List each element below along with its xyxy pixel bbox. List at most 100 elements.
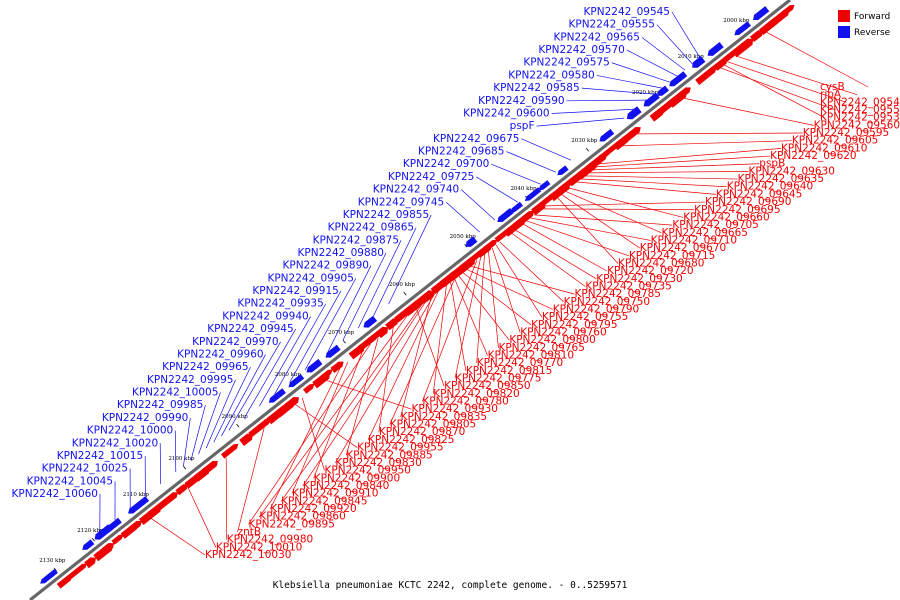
forward-gene [759,17,780,35]
gene-label: KPN2242_09875 [313,234,399,246]
leader-line [611,62,670,83]
forward-gene [503,218,526,237]
leader-line [259,316,312,407]
forward-gene [731,42,749,58]
reverse-gene [128,496,150,514]
gene-label: KPN2242_09950 [325,465,411,477]
gene-label: KPN2242_09550 [820,104,900,116]
gene-label: KPN2242_09745 [358,196,444,208]
leader-line [280,301,425,502]
genome-caption: Klebsiella pneumoniae KCTC 2242, complet… [273,580,628,591]
gene-label: KPN2242_09895 [248,518,334,530]
scale-tick-label: 2030 kbp [571,138,598,144]
gene-label: KPN2242_09845 [281,495,367,507]
scale-tick [183,465,187,470]
gene-label: KPN2242_09780 [422,396,508,408]
leader-line [237,427,265,533]
forward-gene [303,383,315,394]
leader-line [621,140,792,147]
gene-label: KPN2242_09960 [177,348,263,360]
leader-line [735,55,858,96]
scale-tick-label: 2020 kbp [632,90,659,96]
leader-line [274,303,327,395]
gene-label: KPN2242_09970 [192,336,278,348]
gene-label: KPN2242_09945 [207,323,293,335]
gene-label: KPN2242_09840 [303,480,389,492]
leader-line [545,201,705,207]
gene-label: KPN2242_09790 [553,303,639,315]
leader-line [205,379,236,449]
leader-line [198,392,221,455]
gene-label: KPN2242_09800 [509,334,595,346]
forward-gene [330,361,344,373]
leader-line [453,277,488,356]
leader-line [566,99,648,102]
leader-line [259,313,409,517]
leader-line [454,256,482,379]
gene-label: KPN2242_09890 [282,260,368,272]
gene-label: KPN2242_09920 [270,503,356,515]
forward-gene [312,372,330,389]
leader-line [342,252,387,341]
forward-gene [348,345,365,360]
leader-line [626,49,678,77]
leader-line [415,307,445,387]
leader-line [367,289,440,441]
legend-swatch-forward [838,10,850,22]
leader-line [727,61,847,103]
gene-label: ribA [820,89,842,101]
gene-label: KPN2242_09900 [314,472,400,484]
gene-label: KPN2242_09855 [343,209,429,221]
leader-line [450,280,467,371]
gene-label: KPN2242_09735 [585,280,671,292]
gene-label: KPN2242_09770 [477,357,563,369]
scale-tick [53,567,57,572]
forward-gene [649,108,664,122]
leader-line [765,31,869,88]
reverse-gene [557,165,569,176]
gene-label: KPN2242_09820 [433,388,519,400]
forward-gene [248,419,271,438]
gene-label: KPN2242_09825 [368,434,454,446]
forward-gene [531,202,546,216]
gene-label: KPN2242_09675 [433,133,519,145]
leader-line [656,24,693,65]
gene-label: KPN2242_09540 [820,96,900,108]
leader-line [723,64,825,118]
tick-layer: 2000 kbp 2010 kbp 2020 kbp 2030 kbp 2040 kbp… [39,18,750,572]
leader-line [720,67,836,111]
reverse-gene [626,106,642,120]
leader-line [457,274,510,341]
scale-tick-label: 2080 kbp [275,372,302,378]
reverse-gene [538,180,551,191]
leader-line [432,283,447,394]
gene-label: zntB [238,526,262,538]
scale-tick [91,537,95,542]
gene-label: KPN2242_09660 [683,211,769,223]
forward-gene [494,229,510,243]
forward-gene [184,473,202,489]
gene-label: KPN2242_09685 [418,146,504,158]
leader-line [304,278,357,371]
gene-label: KPN2242_10020 [72,437,158,449]
leader-line [378,325,394,433]
leader-line [579,178,727,188]
reverse-gene [599,128,615,142]
scale-tick-label: 2070 kbp [328,330,355,336]
reverse-gene [82,539,95,550]
forward-gene [84,557,96,569]
gene-label: KPN2242_09765 [498,342,584,354]
gene-label: KPN2242_09545 [584,6,670,18]
legend-label-reverse: Reverse [854,28,891,38]
leader-line [506,151,556,173]
leader-line [324,379,412,410]
forward-gene [56,575,73,589]
gene-label: KPN2242_09670 [640,242,726,254]
leader-line [583,175,738,180]
leader-line [541,208,695,211]
leader-line [445,202,481,233]
gene-label: KPN2242_09530 [820,112,900,124]
gene-label: KPN2242_09620 [770,150,856,162]
leader-line [530,217,651,241]
leader-line [526,220,629,257]
